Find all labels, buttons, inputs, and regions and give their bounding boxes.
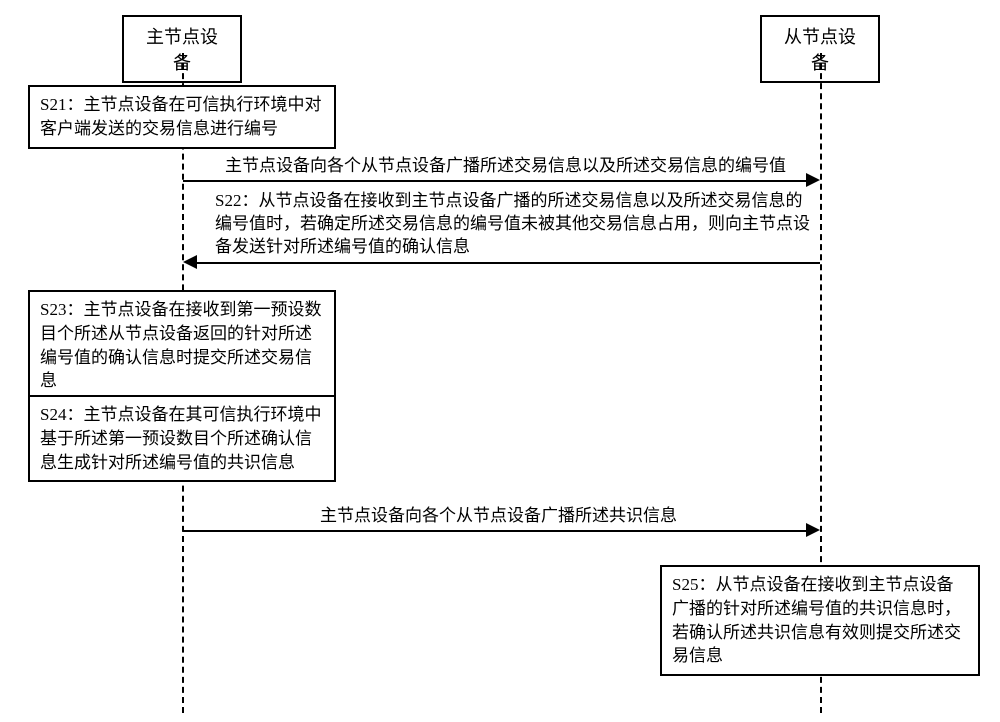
- msg1-label: 主节点设备向各个从节点设备广播所述交易信息以及所述交易信息的编号值: [225, 155, 815, 178]
- msg2-label: S22：从节点设备在接收到主节点设备广播的所述交易信息以及所述交易信息的编号值时…: [215, 190, 815, 259]
- msg2-arrow-line: [195, 262, 820, 264]
- msg3-label: 主节点设备向各个从节点设备广播所述共识信息: [320, 505, 720, 528]
- msg1-arrow-head: [806, 173, 820, 187]
- step-s21: S21：主节点设备在可信执行环境中对客户端发送的交易信息进行编号: [28, 85, 336, 149]
- step-s25-text: S25：从节点设备在接收到主节点设备广播的针对所述编号值的共识信息时，若确认所述…: [672, 575, 961, 665]
- step-s21-text: S21：主节点设备在可信执行环境中对客户端发送的交易信息进行编号: [40, 95, 321, 138]
- msg2-text: S22：从节点设备在接收到主节点设备广播的所述交易信息以及所述交易信息的编号值时…: [215, 191, 810, 256]
- step-s24: S24：主节点设备在其可信执行环境中基于所述第一预设数目个所述确认信息生成针对所…: [28, 395, 336, 482]
- msg3-text: 主节点设备向各个从节点设备广播所述共识信息: [320, 506, 677, 525]
- step-s23-text: S23：主节点设备在接收到第一预设数目个所述从节点设备返回的针对所述编号值的确认…: [40, 300, 321, 390]
- msg2-arrow-head: [183, 255, 197, 269]
- msg1-arrow-line: [183, 180, 808, 182]
- step-s23: S23：主节点设备在接收到第一预设数目个所述从节点设备返回的针对所述编号值的确认…: [28, 290, 336, 401]
- msg3-arrow-line: [183, 530, 808, 532]
- step-s25: S25：从节点设备在接收到主节点设备广播的针对所述编号值的共识信息时，若确认所述…: [660, 565, 980, 676]
- msg1-text: 主节点设备向各个从节点设备广播所述交易信息以及所述交易信息的编号值: [225, 156, 786, 175]
- msg3-arrow-head: [806, 523, 820, 537]
- step-s24-text: S24：主节点设备在其可信执行环境中基于所述第一预设数目个所述确认信息生成针对所…: [40, 405, 321, 472]
- sequence-diagram: 主节点设备 从节点设备 S21：主节点设备在可信执行环境中对客户端发送的交易信息…: [0, 0, 1000, 722]
